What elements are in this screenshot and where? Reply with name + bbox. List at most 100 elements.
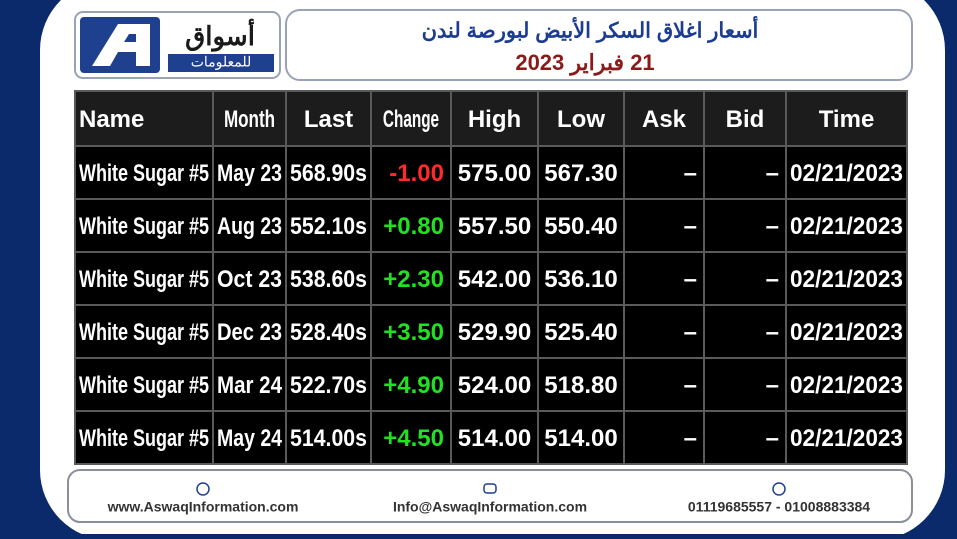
cell: [539, 200, 623, 251]
cell-text: +3.50: [383, 319, 444, 346]
cell-text: +2.30: [383, 266, 444, 293]
header-cell: [372, 92, 450, 145]
cell: [787, 412, 906, 463]
column-header: Time: [819, 106, 875, 133]
cell: [787, 359, 906, 410]
column-header: High: [468, 106, 521, 133]
cell: [76, 253, 212, 304]
phone-icon: [772, 482, 786, 496]
cell-text: –: [684, 319, 697, 346]
header-cell: [76, 92, 212, 145]
column-header: Low: [557, 106, 605, 133]
title: أسعار اغلاق السكر الأبيض لبورصة لندن: [422, 16, 759, 44]
cell: [539, 359, 623, 410]
cell-text: +0.80: [383, 213, 444, 240]
cell-text: 552.10s: [290, 213, 367, 240]
cell-text: May 24: [217, 425, 283, 452]
cell-text: +4.90: [383, 372, 444, 399]
cell: [76, 147, 212, 198]
header-cell: [287, 92, 370, 145]
cell-text: 568.90s: [290, 160, 367, 187]
cell-text: White Sugar #5: [79, 372, 209, 399]
column-header: Last: [304, 106, 353, 133]
column-header: Change: [383, 106, 439, 133]
cell: [705, 253, 785, 304]
cell: [625, 306, 703, 357]
cell-text: 02/21/2023: [790, 266, 903, 293]
table: Name Month Last Change High Low Ask Bid Time Whit…: [74, 90, 908, 465]
cell-text: 02/21/2023: [790, 372, 903, 399]
cell-text: Dec 23: [217, 319, 282, 346]
cell: [214, 200, 285, 251]
cell: [287, 306, 370, 357]
cell: [372, 306, 450, 357]
cell-text: –: [684, 266, 697, 293]
cell-text: 02/21/2023: [790, 319, 903, 346]
website: www.AswaqInformation.com: [107, 499, 299, 515]
cell: [705, 412, 785, 463]
cell-text: 524.00: [458, 372, 531, 399]
cell: [705, 306, 785, 357]
logo-icon: [92, 24, 150, 66]
cell-text: 567.30: [544, 160, 617, 187]
cell-text: White Sugar #5: [79, 266, 209, 293]
cell: [372, 359, 450, 410]
cell: [76, 359, 212, 410]
cell: [76, 306, 212, 357]
cell: [372, 412, 450, 463]
cell-text: –: [684, 160, 697, 187]
cell-text: –: [766, 160, 779, 187]
header-cell: [539, 92, 623, 145]
cell: [372, 253, 450, 304]
cell-text: White Sugar #5: [79, 319, 209, 346]
cell-text: Mar 24: [217, 372, 283, 399]
cell-text: 514.00s: [290, 425, 367, 452]
cell-text: –: [766, 372, 779, 399]
cell-text: 538.60s: [290, 266, 367, 293]
column-header: Name: [79, 106, 144, 133]
cell-text: 02/21/2023: [790, 213, 903, 240]
cell-text: 542.00: [458, 266, 531, 293]
cell: [787, 306, 906, 357]
cell-text: 514.00: [544, 425, 617, 452]
column-header: Bid: [726, 106, 765, 133]
cell: [787, 147, 906, 198]
cell-text: White Sugar #5: [79, 213, 209, 240]
cell: [705, 147, 785, 198]
cell: [214, 253, 285, 304]
logo-subtitle: للمعلومات: [191, 54, 252, 71]
cell: [287, 359, 370, 410]
cell: [214, 359, 285, 410]
mail-icon: [483, 483, 497, 494]
cell: [287, 253, 370, 304]
cell-text: 518.80: [544, 372, 617, 399]
cell-text: White Sugar #5: [79, 425, 209, 452]
cell-text: Aug 23: [217, 213, 282, 240]
cell-text: 02/21/2023: [790, 160, 903, 187]
cell-text: +4.50: [383, 425, 444, 452]
cell: [787, 253, 906, 304]
logo-subtitle-bg: [168, 54, 274, 72]
header-cell: [705, 92, 785, 145]
cell: [539, 412, 623, 463]
cell: [76, 412, 212, 463]
cell-text: 550.40: [544, 213, 617, 240]
cell: [214, 147, 285, 198]
cell: [287, 412, 370, 463]
cell-text: 528.40s: [290, 319, 367, 346]
cell: [539, 147, 623, 198]
cell-text: White Sugar #5: [79, 160, 209, 187]
cell-text: –: [684, 425, 697, 452]
cell: [372, 200, 450, 251]
cell-text: 529.90: [458, 319, 531, 346]
cell-text: -1.00: [389, 160, 444, 187]
cell: [787, 200, 906, 251]
cell: [625, 147, 703, 198]
cell: [214, 306, 285, 357]
cell: [539, 306, 623, 357]
logo-name: أسواق: [185, 18, 255, 52]
column-header: Month: [224, 106, 275, 133]
cell: [214, 412, 285, 463]
cell: [539, 253, 623, 304]
